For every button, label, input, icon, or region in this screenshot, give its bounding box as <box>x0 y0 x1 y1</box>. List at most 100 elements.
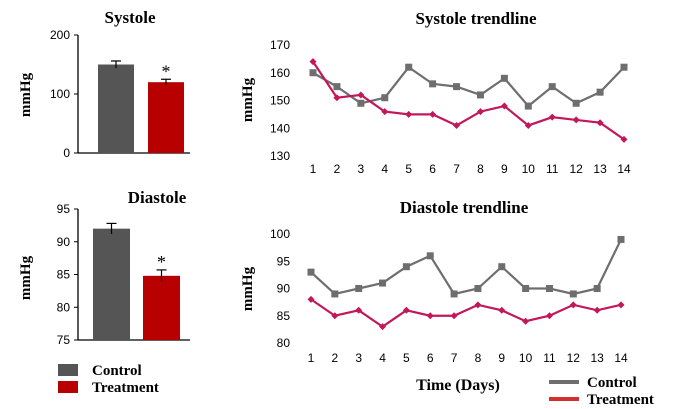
x-tick-label: 12 <box>567 351 581 365</box>
point-treatment <box>331 312 339 320</box>
point-treatment <box>355 306 363 314</box>
point-treatment <box>453 121 461 129</box>
y-tick-label: 85 <box>57 268 71 282</box>
x-tick-label: 9 <box>501 162 508 176</box>
point-treatment <box>548 113 556 121</box>
legend-bars: Control Treatment <box>58 363 159 396</box>
point-control <box>357 99 365 107</box>
point-treatment <box>593 306 601 314</box>
systole-bar-chart: Systole mmHg 0 100 200 * <box>18 8 190 160</box>
bar-treatment <box>143 275 180 340</box>
legend-lines: Control Treatment <box>549 375 654 408</box>
x-tick-label: 9 <box>498 351 505 365</box>
point-control <box>524 102 532 110</box>
point-treatment <box>498 306 506 314</box>
point-treatment <box>620 135 628 143</box>
legend-control-label: Control <box>92 363 142 379</box>
point-treatment <box>450 312 458 320</box>
diastole-bar-chart: Diastole mmHg 75 80 85 90 95 * <box>18 188 190 347</box>
point-control <box>333 83 341 91</box>
y-tick-label: 0 <box>63 146 70 160</box>
point-control <box>572 99 580 107</box>
x-tick-label: 7 <box>453 162 460 176</box>
y-tick-label: 200 <box>50 28 70 42</box>
point-control <box>522 285 530 292</box>
x-tick-label: 13 <box>593 162 607 176</box>
legend-line-control-label: Control <box>587 375 637 391</box>
y-axis-label: mmHg <box>240 266 256 311</box>
point-control <box>450 290 458 298</box>
point-control <box>307 268 315 276</box>
point-treatment <box>381 108 389 116</box>
x-tick-label: 3 <box>358 162 365 176</box>
point-treatment <box>333 94 341 102</box>
x-tick-label: 2 <box>334 162 341 176</box>
y-tick-label: 100 <box>270 227 290 241</box>
point-treatment <box>500 102 508 110</box>
bar-control <box>93 228 130 340</box>
point-control <box>355 285 363 292</box>
x-tick-label: 11 <box>543 351 556 365</box>
x-tick-label: 5 <box>403 351 410 365</box>
point-treatment <box>617 301 625 309</box>
y-tick-label: 170 <box>270 38 290 52</box>
point-control <box>569 290 577 298</box>
x-tick-label: 8 <box>477 162 484 176</box>
legend-treatment-swatch <box>58 381 78 393</box>
point-treatment <box>522 317 530 325</box>
point-control <box>453 83 461 91</box>
x-tick-label: 6 <box>429 162 436 176</box>
significance-star: * <box>157 252 166 272</box>
x-tick-label: 14 <box>617 162 631 176</box>
y-tick-label: 140 <box>270 121 290 135</box>
x-tick-label: 7 <box>451 351 458 365</box>
point-treatment <box>569 301 577 309</box>
chart-title: Systole <box>105 8 156 27</box>
x-tick-label: 12 <box>569 162 583 176</box>
point-control <box>498 263 506 271</box>
point-control <box>596 88 604 96</box>
chart-title: Diastole trendline <box>400 198 529 217</box>
x-axis-title: Time (Days) <box>416 377 500 394</box>
series-line-control <box>312 65 625 108</box>
point-treatment <box>545 312 553 320</box>
y-axis-label: mmHg <box>18 255 34 300</box>
point-treatment <box>307 295 315 303</box>
x-tick-label: 3 <box>355 351 362 365</box>
y-tick-label: 95 <box>57 202 71 216</box>
legend-treatment-label: Treatment <box>92 380 159 396</box>
point-control <box>381 94 389 102</box>
x-tick-label: 6 <box>427 351 434 365</box>
y-tick-label: 80 <box>57 300 71 314</box>
y-tick-label: 95 <box>277 254 291 268</box>
y-tick-label: 80 <box>277 336 291 350</box>
point-treatment <box>429 110 437 118</box>
point-control <box>476 91 484 99</box>
y-tick-label: 160 <box>270 66 290 80</box>
legend-control-swatch <box>58 364 78 376</box>
bar-treatment <box>148 82 184 153</box>
point-treatment <box>596 119 604 127</box>
y-tick-label: 85 <box>277 309 291 323</box>
point-treatment <box>524 121 532 129</box>
legend-line-treatment-label: Treatment <box>587 392 654 408</box>
x-tick-label: 8 <box>475 351 482 365</box>
x-tick-label: 14 <box>614 351 628 365</box>
point-control <box>593 285 601 292</box>
point-treatment <box>476 108 484 116</box>
x-tick-label: 1 <box>308 351 315 365</box>
series-line-treatment <box>310 298 622 328</box>
x-tick-label: 4 <box>379 351 386 365</box>
point-control <box>405 63 413 71</box>
point-control <box>545 285 553 292</box>
point-control <box>474 285 482 292</box>
point-control <box>426 252 434 260</box>
x-tick-label: 11 <box>546 162 559 176</box>
series-line-control <box>310 238 622 296</box>
x-tick-label: 5 <box>405 162 412 176</box>
significance-star: * <box>162 61 171 81</box>
series-line-treatment <box>312 61 625 141</box>
